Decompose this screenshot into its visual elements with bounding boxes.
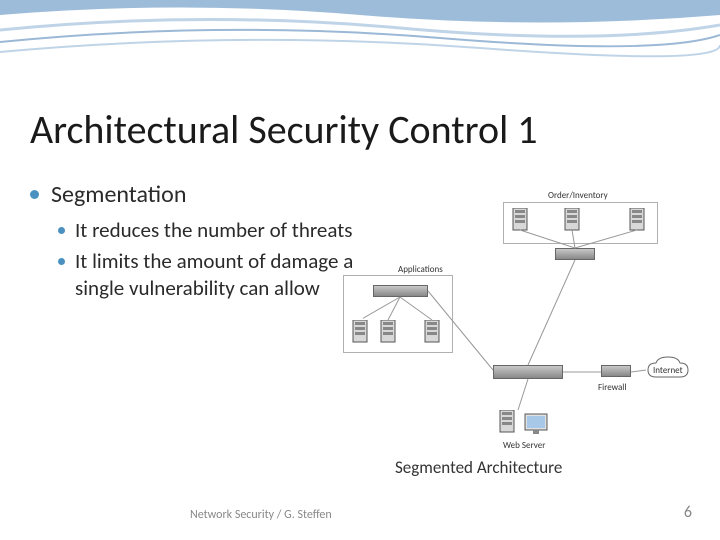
network-diagram: Order/Inventory Applications Firewall In… [363,190,693,450]
bullet-sub-1: It reduces the number of threats [58,217,370,244]
slide-title: Architectural Security Control 1 [30,105,538,154]
bullet-sub-2: It limits the amount of damage a single … [58,248,370,302]
wave-header-decoration [0,0,720,70]
content-bullets: Segmentation It reduces the number of th… [30,180,370,306]
footer-text: Network Security / G. Steffen [190,508,332,522]
bullet-dot-icon [58,258,65,265]
bullet-sub-2-text: It limits the amount of damage a single … [75,248,370,302]
bullet-main-text: Segmentation [51,180,186,209]
slide-number: 6 [684,503,692,522]
bullet-dot-icon [30,190,39,199]
bullet-dot-icon [58,227,65,234]
diagram-caption: Segmented Architecture [395,457,562,478]
connection-lines [363,190,693,450]
bullet-main: Segmentation [30,180,370,209]
bullet-sub-1-text: It reduces the number of threats [75,217,352,244]
